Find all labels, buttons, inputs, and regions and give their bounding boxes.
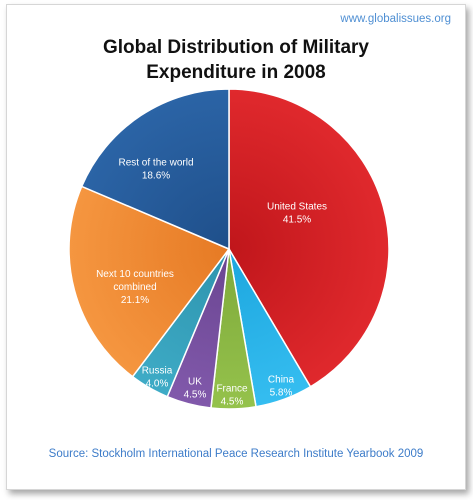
chart-title-line-1: Global Distribution of Military: [103, 37, 369, 58]
pie-chart: United States 41.5% China 5.8% France 4.5% UK 4…: [68, 88, 390, 410]
pie-slice-0: [228, 88, 390, 388]
slice-label-0: United States 41.5%: [267, 202, 327, 226]
chart-title: Global Distribution of Military Expendit…: [7, 35, 465, 85]
chart-title-line-2: Expenditure in 2008: [146, 62, 326, 83]
slice-label-4: Russia 4.0%: [142, 366, 173, 390]
slice-label-5: Next 10 countries combined 21.1%: [96, 269, 174, 306]
pie-slice-5: [68, 185, 231, 378]
pie-slice-6: [80, 88, 230, 251]
source-note: Source: Stockholm International Peace Re…: [48, 448, 424, 460]
slice-label-1: China 5.8%: [268, 375, 295, 399]
slice-label-6: Rest of the world 18.6%: [118, 158, 193, 182]
slice-label-2: France 4.5%: [216, 384, 248, 408]
slice-label-3: UK 4.5%: [184, 377, 207, 401]
website-url[interactable]: www.globalissues.org: [340, 13, 451, 25]
chart-frame: www.globalissues.org Global Distribution…: [6, 4, 466, 490]
